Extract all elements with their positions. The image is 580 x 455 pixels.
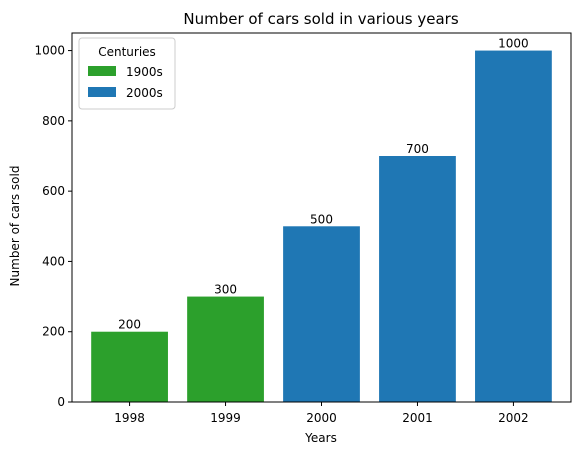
data-label-2000: 500 xyxy=(310,212,333,226)
bar-1998 xyxy=(91,331,168,402)
data-label-2001: 700 xyxy=(406,142,429,156)
legend: Centuries 1900s 2000s xyxy=(78,37,176,110)
data-label-1998: 200 xyxy=(118,318,141,332)
y-tick-label: 0 xyxy=(57,395,65,409)
legend-title: Centuries xyxy=(98,45,156,59)
bar-2002 xyxy=(475,50,552,402)
y-axis-label: Number of cars sold xyxy=(8,166,22,287)
x-tick-label: 2002 xyxy=(498,411,529,425)
y-tick-label: 400 xyxy=(42,254,65,268)
legend-label-2000s: 2000s xyxy=(126,86,163,100)
y-tick-label: 1000 xyxy=(34,44,65,58)
bar-2000 xyxy=(283,226,360,402)
legend-swatch-1900s xyxy=(88,66,116,76)
y-tick-label: 800 xyxy=(42,114,65,128)
x-tick-label: 1999 xyxy=(210,411,241,425)
x-tick-label: 2000 xyxy=(306,411,337,425)
axes-frame xyxy=(71,32,572,403)
x-tick-label: 2001 xyxy=(402,411,433,425)
y-tick-label: 600 xyxy=(42,184,65,198)
plot-area: 200 300 500 700 1000 0 200 400 600 800 1000 1998 199… xyxy=(34,32,572,425)
x-axis-label: Years xyxy=(304,431,337,445)
y-tick-label: 200 xyxy=(42,325,65,339)
legend-swatch-2000s xyxy=(88,87,116,97)
data-label-2002: 1000 xyxy=(498,37,529,51)
bar-1999 xyxy=(187,296,264,402)
x-tick-label: 1998 xyxy=(114,411,145,425)
data-label-1999: 300 xyxy=(214,283,237,297)
bar-2001 xyxy=(379,156,456,402)
legend-label-1900s: 1900s xyxy=(126,65,163,79)
chart-title: Number of cars sold in various years xyxy=(183,10,458,28)
